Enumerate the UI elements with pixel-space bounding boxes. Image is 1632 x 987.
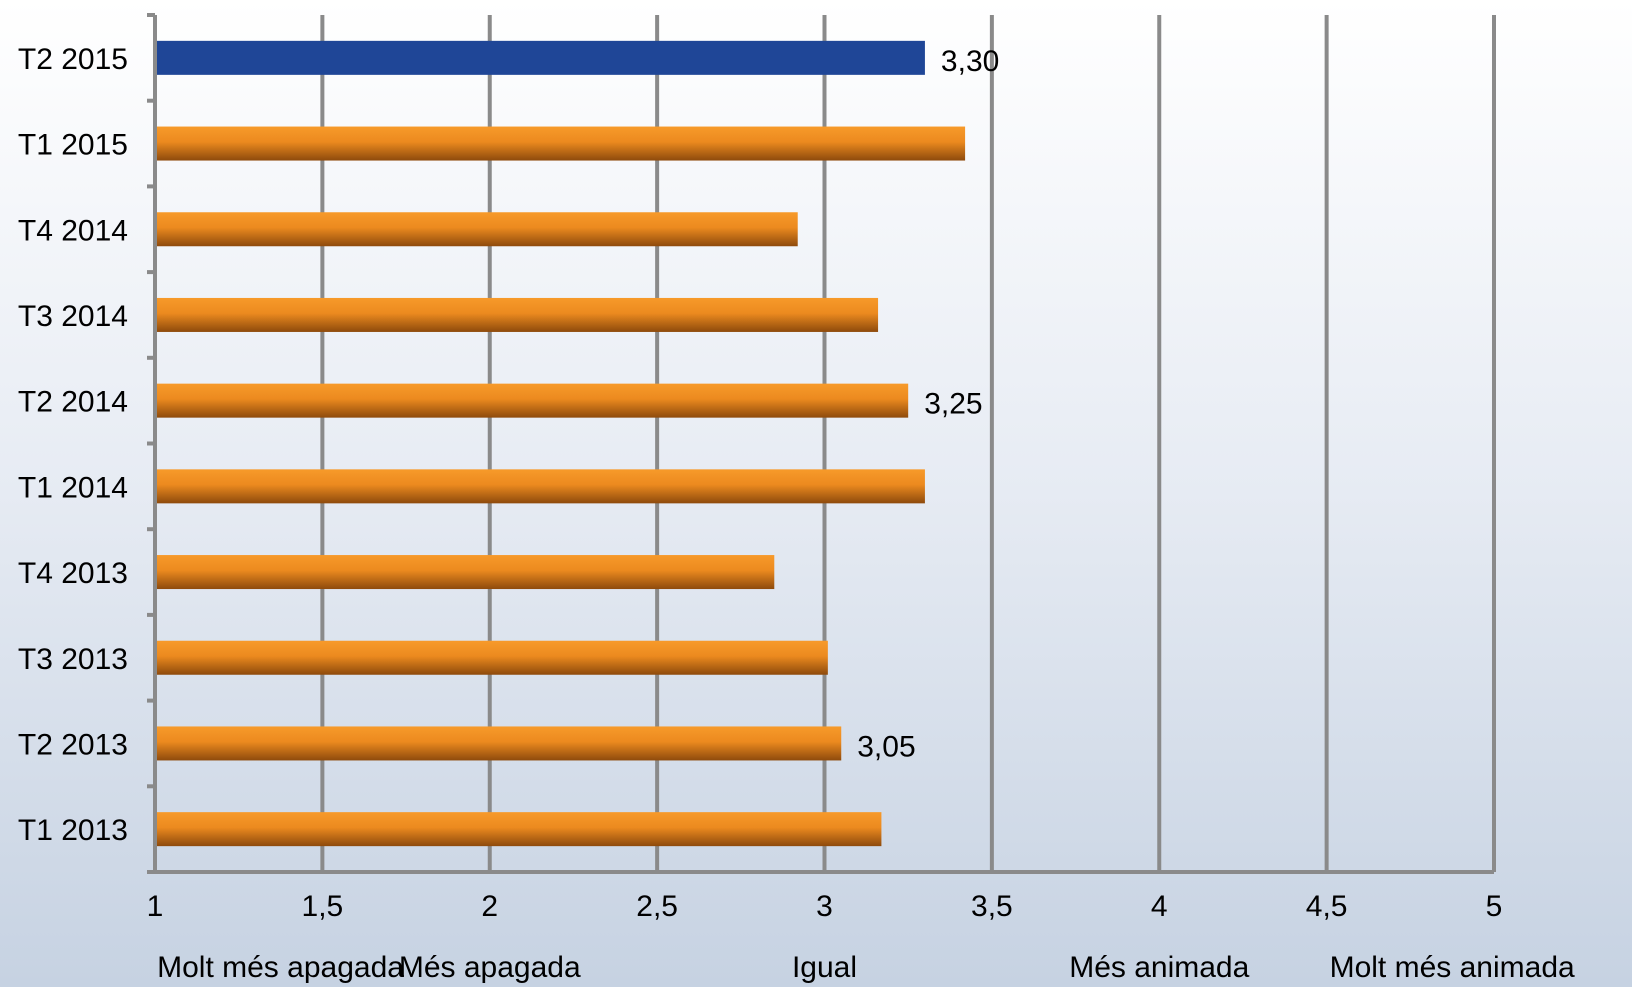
bar [157, 383, 909, 418]
bar [157, 469, 925, 504]
x-tick-label: 1,5 [302, 890, 344, 923]
category-label: T2 2013 [18, 728, 128, 761]
category-label: T2 2014 [18, 386, 128, 419]
category-label: T4 2013 [18, 557, 128, 590]
x-descriptor-label: Igual [792, 951, 857, 984]
x-tick-label: 3,5 [971, 890, 1013, 923]
x-tick-label: 2,5 [636, 890, 678, 923]
x-tick-label: 5 [1486, 890, 1503, 923]
bar [157, 640, 828, 675]
category-label: T3 2014 [18, 300, 128, 333]
y-axis [147, 13, 1494, 874]
x-tick-label: 1 [147, 890, 164, 923]
category-label: T2 2015 [18, 43, 128, 76]
bars [157, 40, 966, 847]
data-label: 3,25 [924, 388, 982, 421]
category-label: T4 2014 [18, 214, 128, 247]
x-descriptor-label: Molt més animada [1330, 951, 1575, 984]
bar [157, 212, 798, 247]
category-label: T1 2013 [18, 814, 128, 847]
x-descriptor-label: Molt més apagada [157, 951, 404, 984]
x-tick-label: 4,5 [1306, 890, 1348, 923]
category-label: T3 2013 [18, 643, 128, 676]
x-tick-label: 4 [1151, 890, 1168, 923]
bar [157, 812, 882, 847]
x-tick-label: 3 [816, 890, 833, 923]
labels: T2 2015 3,30 T1 2015 T4 2014 T3 2014 T2 2014 3… [18, 43, 1575, 984]
category-label: T1 2014 [18, 471, 128, 504]
bar [157, 297, 879, 332]
bar [157, 40, 925, 75]
category-label: T1 2015 [18, 129, 128, 162]
bar [157, 126, 966, 161]
bar [157, 555, 775, 590]
data-label: 3,05 [857, 730, 915, 763]
x-descriptor-label: Més animada [1069, 951, 1249, 984]
bar [157, 726, 842, 761]
data-label: 3,30 [941, 45, 999, 78]
x-descriptor-label: Més apagada [399, 951, 581, 984]
x-tick-label: 2 [481, 890, 498, 923]
